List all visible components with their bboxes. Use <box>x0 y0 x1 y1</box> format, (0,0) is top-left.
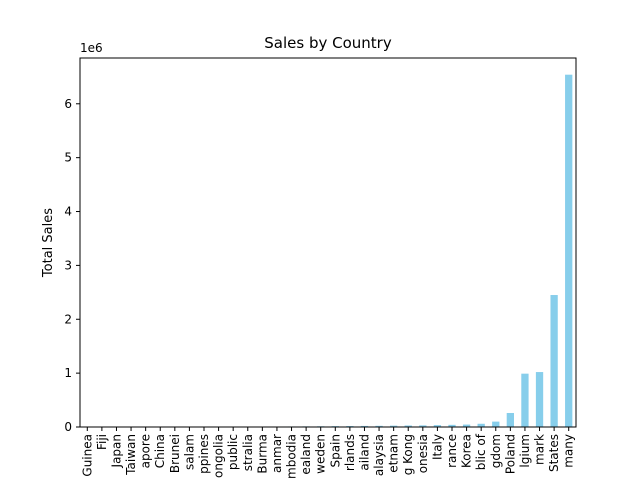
x-tick-label: Japan <box>109 434 123 468</box>
x-tick-label: Guinea <box>80 434 94 477</box>
x-tick-label: Fiji <box>95 434 109 450</box>
y-tick-label: 3 <box>64 258 72 272</box>
bar <box>433 425 442 427</box>
x-tick-label: mbodia <box>285 434 299 479</box>
y-tick-label: 2 <box>64 312 72 326</box>
x-tick-label: States <box>547 434 561 472</box>
x-tick-label: ailand <box>357 434 371 471</box>
bar <box>404 425 412 427</box>
x-axis-ticks: Guinea Fiji Japan Taiwan apore China Brunei sal… <box>80 427 576 479</box>
x-tick-label: Spain <box>328 434 342 468</box>
x-tick-label: ealand <box>299 434 313 475</box>
bar <box>462 424 471 427</box>
bar <box>550 295 558 427</box>
x-tick-label: lgium <box>518 434 532 468</box>
y-tick-label: 1 <box>64 366 72 380</box>
bar <box>375 425 383 427</box>
y-axis-label: Total Sales <box>41 208 56 278</box>
plot-frame <box>79 57 577 428</box>
x-tick-label: China <box>153 434 167 468</box>
y-tick-label: 4 <box>64 205 72 219</box>
x-tick-label: ongolia <box>212 434 226 478</box>
x-tick-label: public <box>226 434 240 470</box>
bar <box>535 372 544 427</box>
x-tick-label: gdom <box>489 434 503 468</box>
x-tick-label: Korea <box>460 434 474 468</box>
x-tick-label: anmar <box>270 434 284 473</box>
x-tick-label: many <box>562 434 576 468</box>
x-tick-label: etnam <box>387 434 401 473</box>
bar <box>419 425 427 427</box>
x-tick-label: Italy <box>430 434 444 460</box>
x-tick-label: Brunei <box>168 434 182 473</box>
bar <box>521 373 529 427</box>
chart-title: Sales by Country <box>264 34 392 52</box>
x-tick-label: rlands <box>343 434 357 471</box>
bar <box>506 412 514 427</box>
x-tick-label: onesia <box>416 434 430 473</box>
x-tick-label: apore <box>139 434 153 468</box>
bars-group <box>83 74 573 427</box>
x-tick-label: ppines <box>197 434 211 474</box>
bar <box>492 421 500 427</box>
x-tick-label: stralia <box>241 434 255 471</box>
x-tick-label: weden <box>314 434 328 474</box>
y-tick-label: 5 <box>64 151 72 165</box>
x-tick-label: rance <box>445 434 459 468</box>
x-tick-label: salam <box>182 434 196 470</box>
x-tick-label: g Kong <box>401 434 415 475</box>
x-tick-label: mark <box>533 434 547 465</box>
bar <box>477 423 485 427</box>
y-tick-label: 0 <box>64 420 72 434</box>
bar <box>448 424 456 427</box>
x-tick-label: Poland <box>503 434 517 474</box>
x-tick-label: Taiwan <box>124 434 138 476</box>
bar <box>360 425 369 427</box>
x-tick-label: blic of <box>474 433 488 470</box>
y-axis-ticks: 0 1 2 3 4 5 6 <box>64 97 80 434</box>
y-axis-scale-label: 1e6 <box>80 41 103 55</box>
bar <box>565 74 573 427</box>
y-tick-label: 6 <box>64 97 72 111</box>
x-tick-label: alaysia <box>372 434 386 476</box>
bar <box>390 425 398 427</box>
x-tick-label: Burma <box>255 434 269 474</box>
